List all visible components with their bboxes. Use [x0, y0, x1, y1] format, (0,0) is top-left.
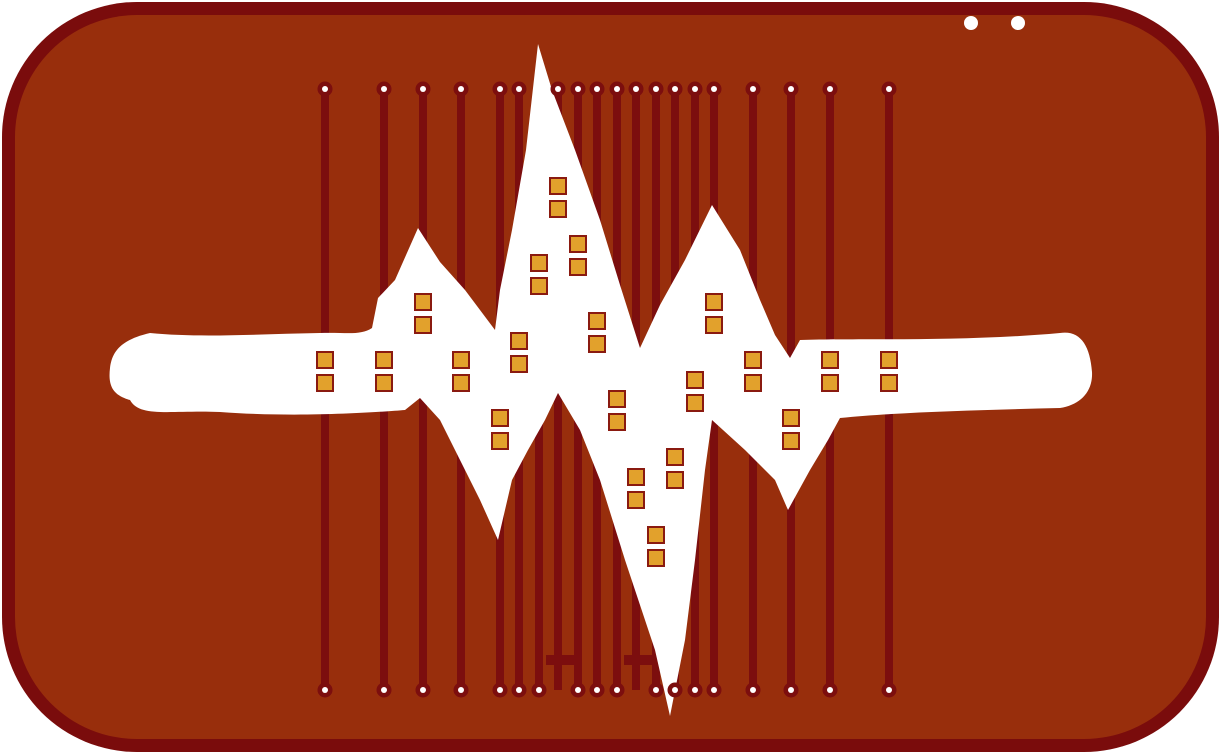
led-pad-icon — [510, 355, 528, 373]
waveform-window — [109, 44, 1093, 716]
via-hole — [672, 86, 678, 92]
led-pad-icon — [744, 351, 762, 369]
via-hole — [692, 687, 698, 693]
via-hole — [381, 86, 387, 92]
via-hole — [420, 687, 426, 693]
via-hole — [594, 687, 600, 693]
led-pad-icon — [627, 468, 645, 486]
via-hole — [322, 687, 328, 693]
via-hole — [750, 687, 756, 693]
via-hole — [536, 687, 542, 693]
led-pad-icon — [491, 432, 509, 450]
via-hole — [886, 687, 892, 693]
via-hole — [711, 86, 717, 92]
led-pad-icon — [549, 177, 567, 195]
led-pad-icon — [647, 526, 665, 544]
led-pad-icon — [647, 549, 665, 567]
via-hole — [788, 687, 794, 693]
led-pad-icon — [666, 471, 684, 489]
mounting-hole-icon — [964, 16, 978, 30]
via-hole — [497, 86, 503, 92]
led-pad-icon — [569, 258, 587, 276]
via-hole — [458, 687, 464, 693]
via-hole — [516, 86, 522, 92]
mounting-hole-icon — [1011, 16, 1025, 30]
led-pad-icon — [530, 277, 548, 295]
led-pad-icon — [414, 293, 432, 311]
led-pad-group — [316, 177, 898, 567]
led-pad-icon — [316, 374, 334, 392]
led-pad-icon — [705, 316, 723, 334]
led-pad-icon — [452, 351, 470, 369]
via-hole — [458, 86, 464, 92]
via-hole — [750, 86, 756, 92]
led-pad-icon — [375, 374, 393, 392]
led-pad-icon — [491, 409, 509, 427]
via-hole — [516, 687, 522, 693]
led-pad-icon — [782, 409, 800, 427]
via-hole — [827, 86, 833, 92]
via-hole — [614, 687, 620, 693]
led-pad-icon — [530, 254, 548, 272]
via-hole — [575, 687, 581, 693]
via-hole — [420, 86, 426, 92]
via-hole — [594, 86, 600, 92]
led-pad-icon — [821, 351, 839, 369]
via-hole — [788, 86, 794, 92]
led-pad-icon — [627, 491, 645, 509]
via-hole — [633, 86, 639, 92]
via-hole — [653, 86, 659, 92]
led-pad-icon — [686, 394, 704, 412]
led-pad-icon — [375, 351, 393, 369]
via-hole — [322, 86, 328, 92]
led-pad-icon — [588, 312, 606, 330]
via-hole — [614, 86, 620, 92]
via-hole — [653, 687, 659, 693]
led-pad-icon — [744, 374, 762, 392]
led-pad-icon — [588, 335, 606, 353]
via-hole — [692, 86, 698, 92]
led-pad-icon — [569, 235, 587, 253]
led-pad-icon — [821, 374, 839, 392]
bottom-stub-traces — [546, 655, 652, 665]
via-hole — [711, 687, 717, 693]
led-pad-icon — [608, 390, 626, 408]
led-pad-icon — [705, 293, 723, 311]
via-hole — [381, 687, 387, 693]
trace-stub — [546, 655, 574, 665]
via-hole — [672, 687, 678, 693]
via-hole — [497, 687, 503, 693]
led-pad-icon — [880, 351, 898, 369]
led-pad-icon — [452, 374, 470, 392]
led-pad-icon — [608, 413, 626, 431]
led-pad-icon — [414, 316, 432, 334]
led-pad-icon — [510, 332, 528, 350]
via-hole — [555, 86, 561, 92]
via-hole — [886, 86, 892, 92]
trace-stub — [624, 655, 652, 665]
led-pad-icon — [666, 448, 684, 466]
via-group — [317, 81, 897, 698]
led-pad-icon — [686, 371, 704, 389]
via-hole — [827, 687, 833, 693]
led-pad-icon — [549, 200, 567, 218]
led-pad-icon — [782, 432, 800, 450]
led-pad-icon — [880, 374, 898, 392]
led-pad-icon — [316, 351, 334, 369]
via-hole — [575, 86, 581, 92]
